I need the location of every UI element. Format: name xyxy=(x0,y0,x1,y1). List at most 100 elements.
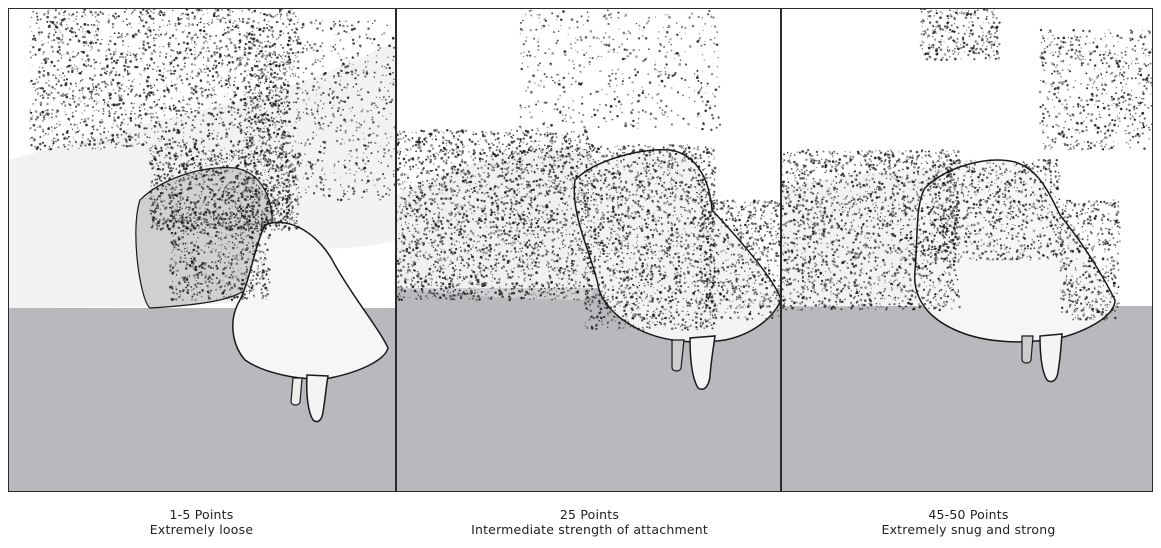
stipple-dot xyxy=(281,64,285,67)
stipple-dot xyxy=(117,94,121,98)
stipple-dot xyxy=(305,67,308,70)
stipple-dot xyxy=(138,109,142,112)
stipple-dot xyxy=(103,131,105,133)
stipple-dot xyxy=(247,117,249,120)
stipple-dot xyxy=(319,187,323,191)
stipple-dot xyxy=(85,30,88,33)
stipple-dot xyxy=(192,172,195,175)
stipple-dot xyxy=(272,90,274,92)
stipple-dot xyxy=(67,70,70,73)
stipple-dot xyxy=(162,204,164,207)
stipple-dot xyxy=(261,130,264,133)
stipple-dot xyxy=(297,18,299,20)
stipple-dot xyxy=(157,165,160,167)
stipple-dot xyxy=(302,47,305,50)
stipple-dot xyxy=(232,125,234,127)
stipple-dot xyxy=(328,101,332,104)
stipple-dot xyxy=(107,92,110,95)
stipple-dot xyxy=(268,206,270,209)
stipple-dot xyxy=(153,84,156,87)
stipple-dot xyxy=(180,102,182,104)
stipple-dot xyxy=(381,33,383,36)
stipple-dot xyxy=(254,92,257,95)
stipple-dot xyxy=(97,147,99,149)
stipple-dot xyxy=(292,12,295,15)
stipple-dot xyxy=(209,134,211,137)
stipple-dot xyxy=(163,110,165,112)
stipple-dot xyxy=(33,87,35,88)
stipple-dot xyxy=(259,195,262,198)
stipple-dot xyxy=(227,13,230,17)
stipple-dot xyxy=(97,49,100,52)
stipple-dot xyxy=(285,135,287,138)
stipple-dot xyxy=(195,214,197,217)
stipple-dot xyxy=(256,158,258,160)
stipple-dot xyxy=(321,107,324,110)
stipple-dot xyxy=(206,134,210,138)
stipple-dot xyxy=(264,163,266,165)
stipple-dot xyxy=(206,242,209,245)
stipple-dot xyxy=(386,63,389,66)
stipple-dot xyxy=(236,108,240,112)
stipple-dot xyxy=(33,128,37,132)
stipple-dot xyxy=(324,79,326,81)
stipple-dot xyxy=(138,22,140,24)
stipple-dot xyxy=(185,206,188,209)
stipple-dot xyxy=(117,126,119,128)
stipple-dot xyxy=(252,176,256,180)
stipple-dot xyxy=(285,206,288,209)
stipple-dot xyxy=(255,170,259,173)
stipple-dot xyxy=(107,48,111,51)
stipple-dot xyxy=(272,63,275,66)
stipple-dot xyxy=(273,95,275,97)
stipple-dot xyxy=(198,271,201,274)
stipple-dot xyxy=(32,46,35,49)
stipple-dot xyxy=(392,55,395,58)
stipple-dot xyxy=(197,54,200,57)
stipple-dot xyxy=(263,213,266,216)
stipple-dot xyxy=(63,137,66,140)
stipple-dot xyxy=(252,253,255,256)
stipple-dot xyxy=(259,81,262,84)
stipple-dot xyxy=(245,186,248,189)
stipple-dot xyxy=(245,235,247,237)
stipple-dot xyxy=(279,16,281,18)
stipple-dot xyxy=(66,51,69,54)
stipple-dot xyxy=(284,218,287,222)
stipple-dot xyxy=(91,78,94,81)
stipple-dot xyxy=(207,203,210,206)
stipple-dot xyxy=(103,80,106,83)
stipple-dot xyxy=(393,170,395,172)
stipple-dot xyxy=(169,154,171,156)
stipple-dot xyxy=(270,220,273,223)
stipple-dot xyxy=(228,154,231,156)
stipple-dot xyxy=(39,101,43,105)
stipple-dot xyxy=(236,174,239,177)
stipple-dot xyxy=(105,50,107,52)
stipple-dot xyxy=(142,47,145,50)
stipple-dot xyxy=(195,241,198,243)
stipple-dot xyxy=(293,219,296,222)
stipple-dot xyxy=(224,201,227,204)
stipple-dot xyxy=(189,48,192,52)
stipple-dot xyxy=(293,75,295,77)
stipple-dot xyxy=(298,86,301,89)
stipple-dot xyxy=(240,252,243,255)
stipple-dot xyxy=(319,60,321,63)
stipple-dot xyxy=(117,116,120,119)
stipple-dot xyxy=(99,11,102,14)
stipple-dot xyxy=(179,178,182,181)
stipple-dot xyxy=(96,128,99,132)
stipple-dot xyxy=(156,204,159,207)
stipple-dot xyxy=(210,173,214,177)
stipple-dot xyxy=(291,176,295,179)
stipple-dot xyxy=(332,115,336,118)
stipple-dot xyxy=(228,276,230,279)
stipple-dot xyxy=(123,10,126,13)
stipple-dot xyxy=(302,80,305,83)
stipple-dot xyxy=(179,114,182,117)
stipple-dot xyxy=(225,164,229,168)
stipple-dot xyxy=(244,208,246,210)
stipple-dot xyxy=(211,87,214,89)
stipple-dot xyxy=(199,68,202,71)
